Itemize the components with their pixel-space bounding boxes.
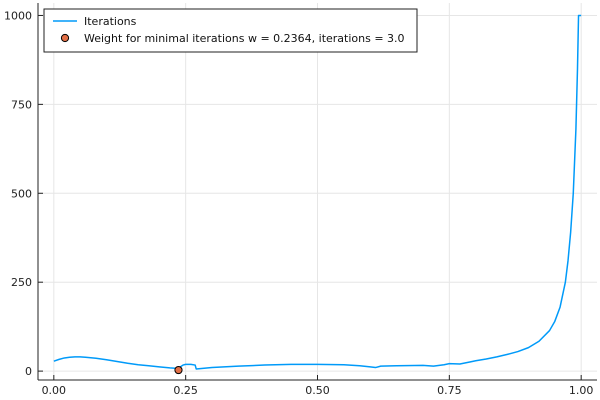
- x-tick-label-2: 0.50: [305, 384, 330, 397]
- y-tick-label-1: 250: [11, 276, 32, 289]
- y-tick-label-2: 500: [11, 187, 32, 200]
- legend-label-iterations: Iterations: [84, 15, 137, 28]
- legend-label-minimal-weight: Weight for minimal iterations w = 0.2364…: [84, 32, 405, 45]
- y-tick-label-3: 750: [11, 98, 32, 111]
- legend-box: [43, 8, 418, 53]
- y-tick-label-4: 1000: [4, 9, 32, 22]
- legend: Iterations Weight for minimal iterations…: [43, 8, 418, 53]
- grid-layer: [38, 3, 597, 380]
- legend-dot-swatch: [60, 33, 70, 43]
- y-tick-label-0: 0: [25, 365, 32, 378]
- series-line-0: [53, 14, 582, 371]
- x-tick-label-0: 0.00: [42, 384, 67, 397]
- x-tick-label-4: 1.00: [569, 384, 594, 397]
- series-point-1-0: [174, 365, 183, 375]
- tick-layer: 0.00 0.25 0.50 0.75 1.00 0 250 500 750 1000: [4, 9, 593, 397]
- x-tick-label-1: 0.25: [173, 384, 198, 397]
- x-tick-label-3: 0.75: [437, 384, 462, 397]
- series-layer: [53, 14, 582, 375]
